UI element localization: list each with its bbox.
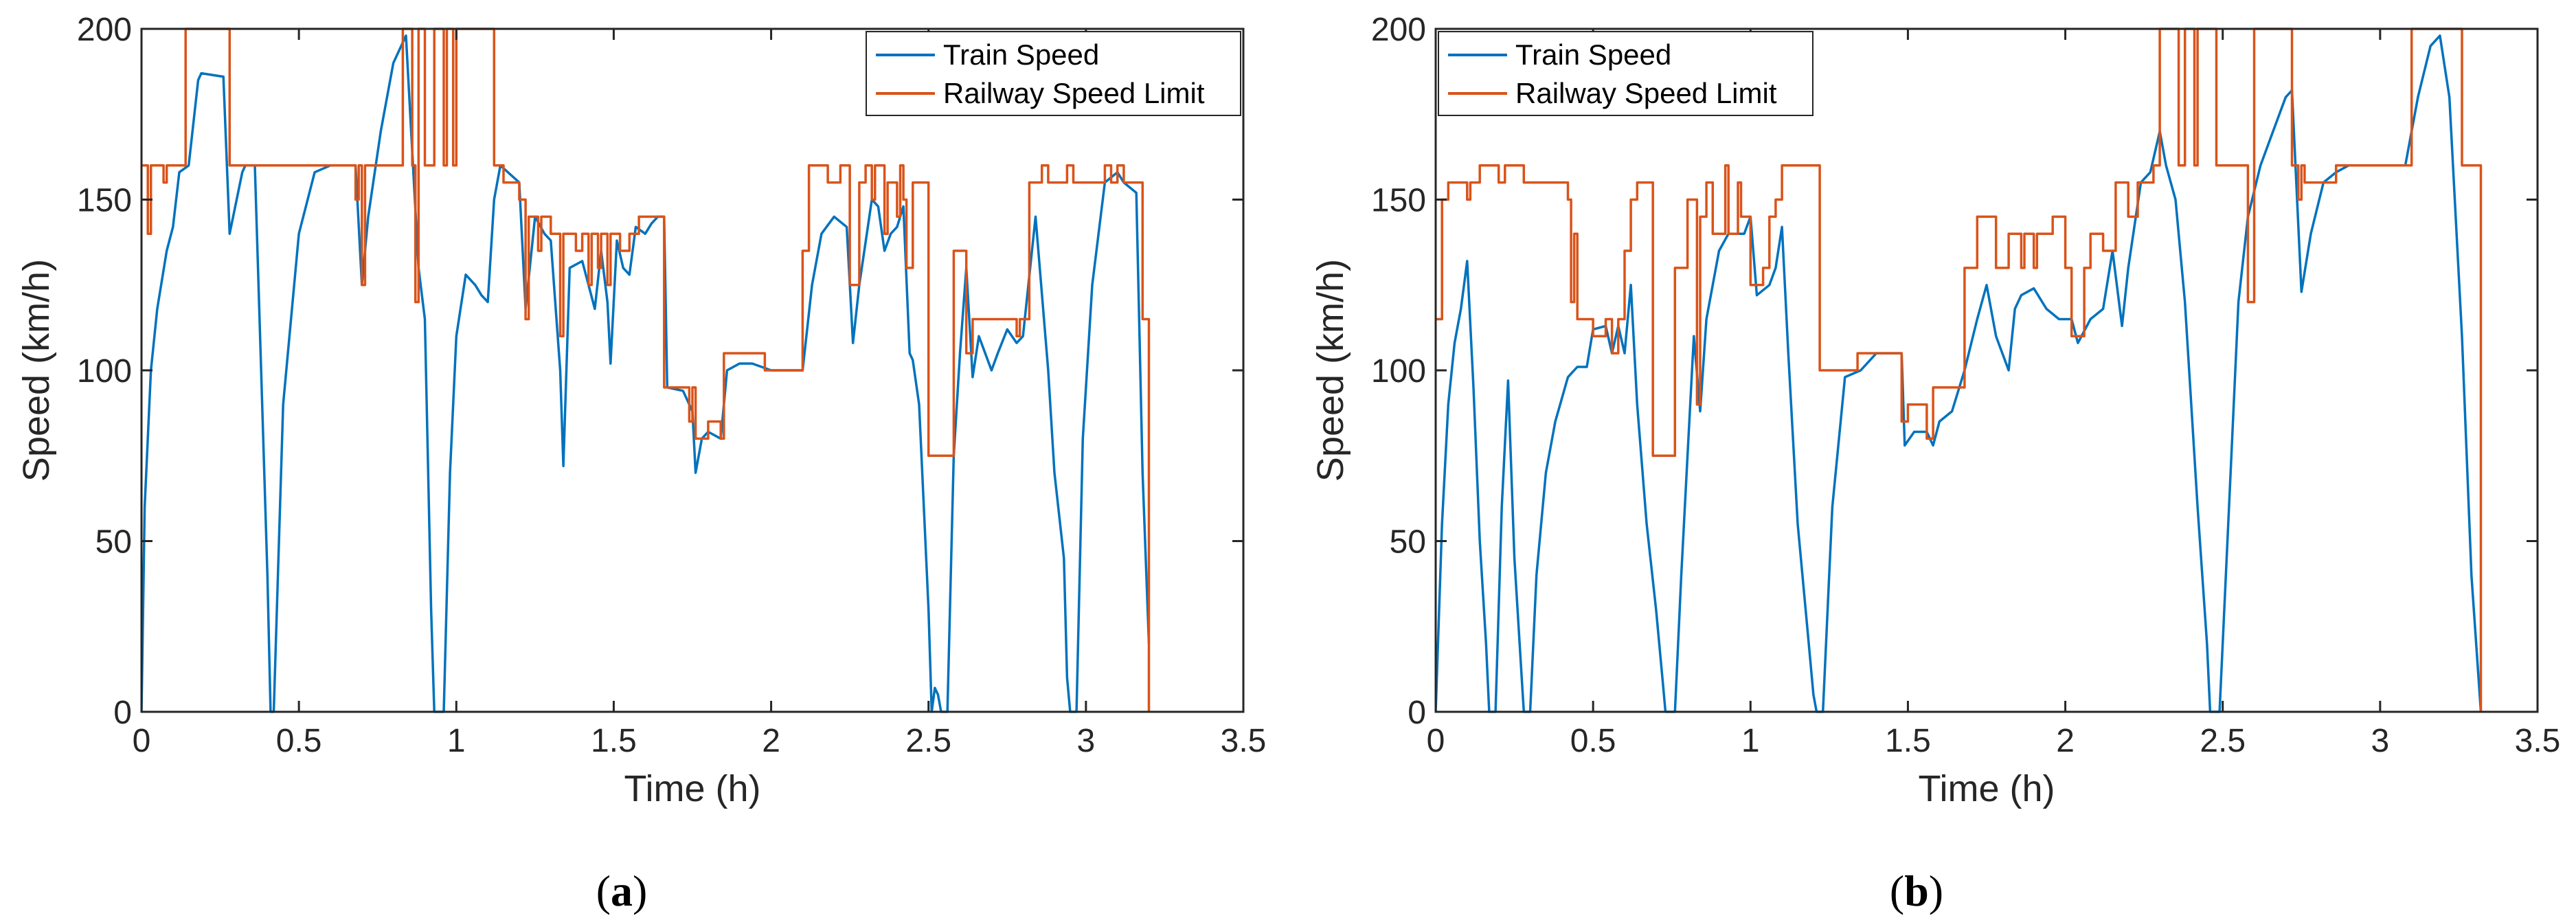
y-tick-label-a: 0 bbox=[113, 695, 132, 731]
y-tick-label-b: 50 bbox=[1390, 524, 1426, 561]
y-tick-label-a: 100 bbox=[77, 353, 132, 390]
caption-paren-open-b: ( bbox=[1890, 866, 1904, 915]
legend-box-b bbox=[1438, 31, 1814, 116]
y-tick-label-a: 200 bbox=[77, 12, 132, 48]
series-line-speed-limit-a bbox=[142, 27, 1151, 712]
x-tick-label-b: 3.5 bbox=[2515, 723, 2561, 759]
caption-paren-open-a: ( bbox=[596, 866, 611, 915]
series-group-a bbox=[142, 27, 1151, 713]
x-axis-label-b: Time (h) bbox=[1919, 768, 2055, 809]
y-axis-label-b: Speed (km/h) bbox=[1310, 259, 1351, 482]
x-tick-label-b: 2.5 bbox=[2200, 723, 2246, 759]
caption-letter-a: a bbox=[611, 866, 633, 915]
y-tick-label-b: 150 bbox=[1371, 183, 1426, 219]
y-tick-label-a: 150 bbox=[77, 183, 132, 219]
x-tick-label-a: 3 bbox=[1077, 723, 1096, 759]
y-tick-label-b: 0 bbox=[1408, 695, 1426, 731]
ticks-group-b: 0 0.5 1 1.5 2 2.5 3 3.5 0 50 100 150 200 bbox=[1371, 12, 2560, 759]
x-tick-label-a: 2.5 bbox=[905, 723, 951, 759]
x-tick-label-a: 0.5 bbox=[276, 723, 322, 759]
y-tick-label-b: 200 bbox=[1371, 12, 1426, 48]
panel-caption-b: (b) bbox=[1890, 866, 1943, 915]
panel-caption-a: (a) bbox=[596, 866, 648, 915]
ticks-group-a: 0 0.5 1 1.5 2 2.5 3 3.5 0 50 100 150 200 bbox=[77, 12, 1266, 759]
x-axis-label-a: Time (h) bbox=[624, 768, 761, 809]
y-tick-label-b: 100 bbox=[1371, 353, 1426, 390]
caption-paren-close-a: ) bbox=[633, 866, 647, 915]
legend-a: Train Speed Railway Speed Limit bbox=[866, 31, 1241, 116]
x-tick-label-b: 1 bbox=[1741, 723, 1760, 759]
legend-label-train-speed-a: Train Speed bbox=[943, 38, 1099, 71]
chart-panel-b: 0 0.5 1 1.5 2 2.5 3 3.5 0 50 100 150 200 Time (h) Sp… bbox=[1310, 12, 2560, 915]
chart-panel-a: 0 0.5 1 1.5 2 2.5 3 3.5 0 50 100 150 200 Time (h) Sp… bbox=[16, 12, 1266, 915]
x-tick-label-b: 1.5 bbox=[1885, 723, 1931, 759]
caption-paren-close-b: ) bbox=[1929, 866, 1943, 915]
x-tick-label-a: 2 bbox=[762, 723, 780, 759]
y-axis-label-a: Speed (km/h) bbox=[16, 259, 57, 482]
x-tick-label-b: 0 bbox=[1427, 723, 1445, 759]
x-tick-label-a: 0 bbox=[133, 723, 151, 759]
caption-letter-b: b bbox=[1904, 866, 1929, 915]
legend-label-speed-limit-a: Railway Speed Limit bbox=[943, 77, 1205, 109]
legend-b: Train Speed Railway Speed Limit bbox=[1438, 31, 1814, 116]
legend-box-a bbox=[866, 31, 1241, 116]
x-tick-label-b: 3 bbox=[2371, 723, 2390, 759]
x-tick-label-b: 2 bbox=[2056, 723, 2075, 759]
x-tick-label-b: 0.5 bbox=[1570, 723, 1616, 759]
x-tick-label-a: 1 bbox=[447, 723, 466, 759]
plot-area-b bbox=[1436, 29, 2538, 712]
y-tick-label-a: 50 bbox=[95, 524, 132, 561]
series-line-train-speed-b bbox=[1436, 34, 2483, 713]
x-tick-label-a: 3.5 bbox=[1221, 723, 1267, 759]
legend-label-train-speed-b: Train Speed bbox=[1515, 38, 1671, 71]
x-tick-label-a: 1.5 bbox=[591, 723, 637, 759]
legend-label-speed-limit-b: Railway Speed Limit bbox=[1515, 77, 1777, 109]
plot-area-a bbox=[142, 29, 1243, 712]
